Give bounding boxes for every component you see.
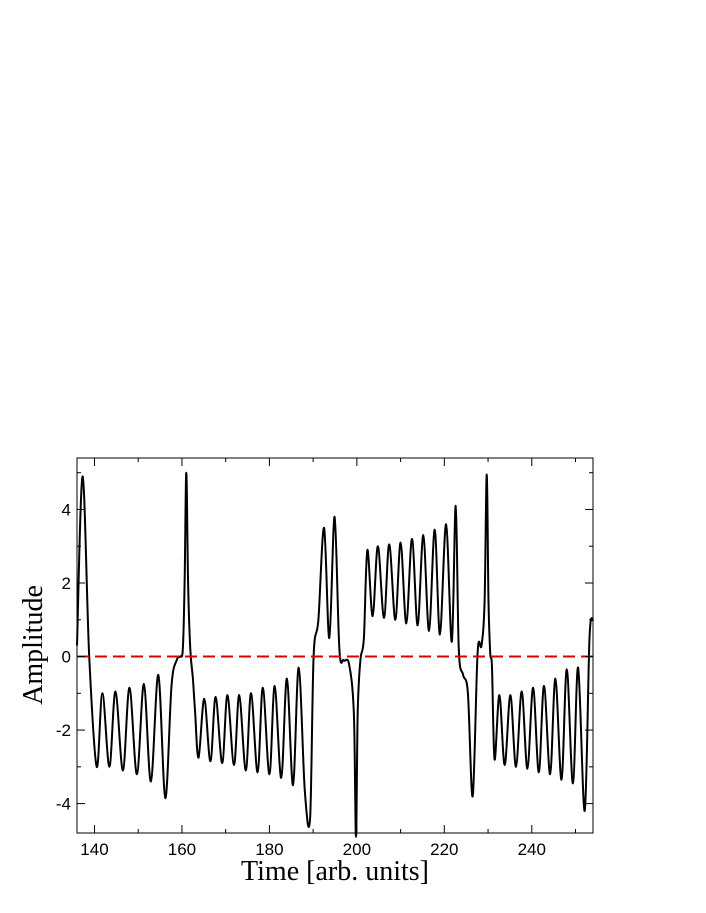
- y-tick-label: 4: [62, 500, 71, 519]
- y-tick-label: -4: [56, 795, 71, 814]
- x-tick-label: 240: [518, 840, 546, 859]
- x-tick-label: 220: [430, 840, 458, 859]
- y-tick-label: 0: [62, 648, 71, 667]
- amplitude-series-line: [76, 471, 594, 838]
- y-axis-title: Amplitude: [18, 585, 49, 705]
- x-tick-label: 200: [343, 840, 371, 859]
- plot-area: [76, 457, 594, 834]
- y-tick-label: -2: [56, 721, 71, 740]
- axis-ticks: 140 160 180 200 220 240 -4 -2 0 2 4: [56, 458, 593, 859]
- x-tick-label: 180: [255, 840, 283, 859]
- plot-marks: [76, 471, 594, 838]
- x-axis-title: Time [arb. units]: [241, 856, 429, 887]
- y-tick-label: 2: [62, 574, 71, 593]
- x-tick-label: 160: [168, 840, 196, 859]
- x-tick-label: 140: [80, 840, 108, 859]
